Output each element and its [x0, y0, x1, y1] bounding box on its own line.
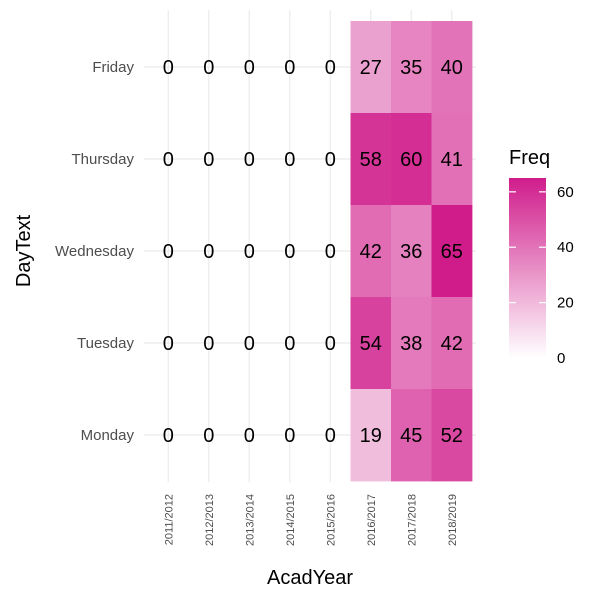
heatmap-cell-tuesday-2018-2019 — [431, 297, 473, 390]
heatmap-cell-wednesday-2016-2017 — [350, 205, 392, 298]
cell-label-monday-2014-2015: 0 — [284, 425, 295, 447]
cell-label-tuesday-2011-2012: 0 — [163, 333, 174, 355]
x-tick-2011-2012: 2011/2012 — [163, 494, 175, 545]
cell-label-wednesday-2014-2015: 0 — [284, 241, 295, 263]
cell-label-friday-2011-2012: 0 — [163, 57, 174, 79]
cell-label-friday-2015-2016: 0 — [325, 57, 336, 79]
cell-label-monday-2013-2014: 0 — [244, 425, 255, 447]
cell-label-monday-2012-2013: 0 — [203, 425, 214, 447]
heatmap-cell-thursday-2018-2019 — [431, 113, 473, 206]
cell-label-wednesday-2018-2019: 65 — [441, 241, 463, 263]
cell-label-friday-2013-2014: 0 — [244, 57, 255, 79]
x-tick-2015-2016: 2015/2016 — [325, 494, 337, 546]
legend-tick-20: 20 — [557, 295, 574, 312]
x-tick-2014-2015: 2014/2015 — [285, 494, 297, 546]
cell-label-wednesday-2012-2013: 0 — [203, 241, 214, 263]
cell-label-thursday-2013-2014: 0 — [244, 149, 255, 171]
y-axis-title: DayText — [13, 214, 35, 287]
x-axis-title: AcadYear — [267, 567, 353, 589]
cell-label-thursday-2016-2017: 58 — [360, 149, 382, 171]
x-axis-ticks: 2011/2012 2012/2013 2013/2014 2014/2015 2015… — [163, 494, 459, 546]
legend-tick-40: 40 — [557, 239, 574, 256]
x-tick-2012-2013: 2012/2013 — [204, 494, 216, 546]
heatmap-cell-thursday-2017-2018 — [391, 113, 432, 206]
x-tick-2016-2017: 2016/2017 — [366, 494, 378, 546]
legend-tick-60: 60 — [557, 184, 574, 201]
cell-label-friday-2016-2017: 27 — [360, 57, 382, 79]
cell-label-monday-2016-2017: 19 — [360, 425, 382, 447]
cell-label-monday-2018-2019: 52 — [441, 425, 463, 447]
heatmap-cell-tuesday-2016-2017 — [350, 297, 392, 390]
y-tick-thursday: Thursday — [71, 151, 134, 168]
heatmap-cell-wednesday-2017-2018 — [391, 205, 432, 298]
cell-label-thursday-2014-2015: 0 — [284, 149, 295, 171]
heatmap-cells — [350, 21, 473, 482]
cell-label-monday-2011-2012: 0 — [163, 425, 174, 447]
x-tick-2017-2018: 2017/2018 — [406, 494, 418, 546]
cell-label-friday-2018-2019: 40 — [441, 57, 463, 79]
cell-label-wednesday-2017-2018: 36 — [400, 241, 422, 263]
y-tick-tuesday: Tuesday — [77, 335, 134, 352]
cell-label-tuesday-2017-2018: 38 — [400, 333, 422, 355]
cell-label-thursday-2012-2013: 0 — [203, 149, 214, 171]
cell-label-tuesday-2016-2017: 54 — [360, 333, 382, 355]
heatmap-cell-tuesday-2017-2018 — [391, 297, 432, 390]
cell-label-wednesday-2016-2017: 42 — [360, 241, 382, 263]
cell-label-monday-2017-2018: 45 — [400, 425, 422, 447]
heatmap-cell-friday-2018-2019 — [431, 21, 473, 114]
y-axis-ticks: Friday Thursday Wednesday Tuesday Monday — [55, 59, 134, 444]
heatmap-cell-monday-2018-2019 — [431, 389, 473, 482]
cell-value-labels: 0 0 0 0 0 27 35 40 0 0 0 0 0 58 60 41 0 0 0 0 0 42 36 65 0 0 0 0 0 54… — [163, 57, 463, 447]
cell-label-wednesday-2015-2016: 0 — [325, 241, 336, 263]
x-tick-2013-2014: 2013/2014 — [244, 494, 256, 546]
cell-label-tuesday-2012-2013: 0 — [203, 333, 214, 355]
heatmap-cell-friday-2017-2018 — [391, 21, 432, 114]
heatmap-cell-wednesday-2018-2019 — [431, 205, 473, 298]
y-tick-monday: Monday — [81, 427, 135, 444]
cell-label-thursday-2015-2016: 0 — [325, 149, 336, 171]
cell-label-friday-2014-2015: 0 — [284, 57, 295, 79]
y-tick-wednesday: Wednesday — [55, 243, 134, 260]
cell-label-friday-2017-2018: 35 — [400, 57, 422, 79]
cell-label-tuesday-2013-2014: 0 — [244, 333, 255, 355]
cell-label-friday-2012-2013: 0 — [203, 57, 214, 79]
cell-label-tuesday-2018-2019: 42 — [441, 333, 463, 355]
x-tick-2018-2019: 2018/2019 — [447, 494, 459, 546]
cell-label-thursday-2011-2012: 0 — [163, 149, 174, 171]
cell-label-tuesday-2015-2016: 0 — [325, 333, 336, 355]
cell-label-monday-2015-2016: 0 — [325, 425, 336, 447]
heatmap-cell-monday-2017-2018 — [391, 389, 432, 482]
cell-label-thursday-2017-2018: 60 — [400, 149, 422, 171]
legend-title: Freq — [509, 147, 550, 169]
legend-colorbar — [509, 178, 546, 358]
legend-tick-0: 0 — [557, 350, 565, 367]
cell-label-thursday-2018-2019: 41 — [441, 149, 463, 171]
color-legend: Freq 0 20 40 60 — [509, 147, 574, 367]
cell-label-tuesday-2014-2015: 0 — [284, 333, 295, 355]
cell-label-wednesday-2013-2014: 0 — [244, 241, 255, 263]
y-tick-friday: Friday — [92, 59, 134, 76]
heatmap-cell-thursday-2016-2017 — [350, 113, 392, 206]
cell-label-wednesday-2011-2012: 0 — [163, 241, 174, 263]
heatmap-cell-monday-2016-2017 — [350, 389, 392, 482]
heatmap-cell-friday-2016-2017 — [350, 21, 392, 114]
